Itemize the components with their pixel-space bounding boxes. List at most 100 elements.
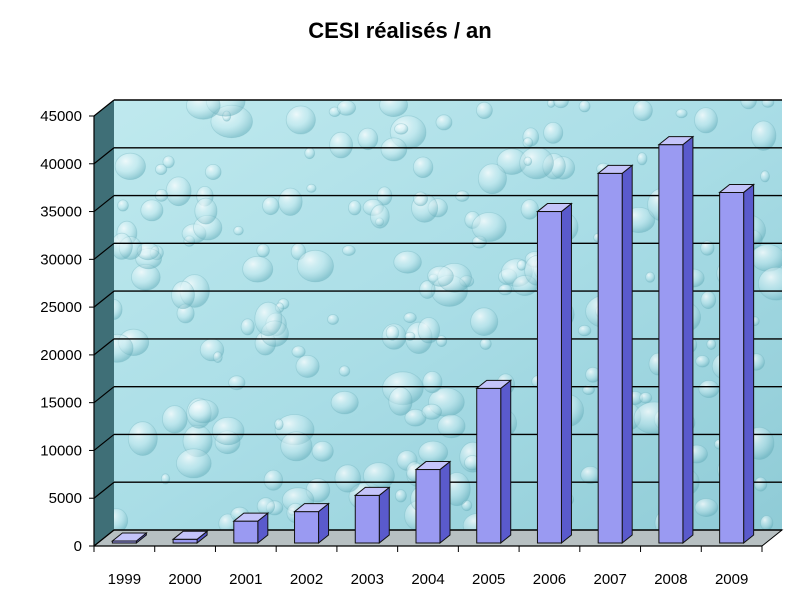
x-tick-label: 2009 [715, 571, 748, 588]
bar-2001 [232, 512, 270, 545]
water-drop [694, 498, 719, 518]
water-drop [162, 405, 188, 434]
water-drop [256, 497, 275, 516]
x-tick-label: 2001 [229, 571, 262, 588]
gridline-side [93, 338, 115, 356]
water-drop [760, 515, 774, 530]
water-drop [188, 399, 219, 424]
bar-front [172, 538, 198, 544]
water-drop [362, 462, 395, 490]
water-drop [194, 197, 218, 225]
bar-top [475, 379, 513, 389]
water-drop [394, 123, 409, 135]
bar-top [353, 486, 391, 496]
gridline-side [93, 147, 115, 165]
water-drop [413, 191, 429, 207]
water-drop [348, 200, 362, 216]
bar-side [378, 486, 390, 545]
water-drop [114, 508, 129, 530]
bar-side [682, 135, 694, 545]
gridline-side [93, 290, 115, 308]
water-drop [394, 489, 407, 503]
gridline-side [93, 529, 115, 547]
water-drop [740, 100, 757, 110]
water-drop [757, 266, 782, 301]
water-drop [417, 317, 441, 344]
water-drop [421, 403, 443, 420]
bar-1999 [110, 531, 148, 545]
water-drop [695, 355, 710, 368]
x-tick-label: 2003 [351, 571, 384, 588]
water-drop [700, 240, 715, 256]
gridline-side [93, 242, 115, 260]
bar-front [476, 387, 502, 544]
water-drop [418, 440, 449, 465]
water-drop [186, 100, 221, 120]
x-tick-label: 2006 [533, 571, 566, 588]
bar-series [110, 135, 756, 545]
water-drop [675, 108, 688, 119]
x-tick-label: 2007 [593, 571, 626, 588]
x-tick-label: 1999 [108, 571, 141, 588]
water-drop [645, 271, 656, 283]
y-tick-label: 20000 [40, 347, 82, 364]
water-drop [329, 131, 354, 159]
water-drop [327, 314, 339, 325]
water-drop [140, 199, 164, 222]
water-drop [761, 100, 775, 108]
bar-top [414, 461, 452, 471]
water-drop [479, 337, 492, 350]
water-drop [477, 163, 507, 195]
water-drop [127, 421, 158, 456]
x-tick-label: 2004 [411, 571, 444, 588]
bar-top [718, 183, 756, 193]
water-drop [393, 250, 422, 274]
water-drop [330, 390, 359, 415]
bar-side [560, 202, 572, 545]
water-drop [543, 121, 564, 144]
bar-2009 [718, 183, 756, 545]
y-tick-label: 0 [74, 538, 82, 555]
water-drop [155, 163, 168, 175]
bar-side [439, 460, 451, 545]
water-drop [336, 100, 356, 116]
water-drop [700, 290, 717, 310]
water-drop [291, 345, 306, 358]
water-drop [212, 351, 223, 364]
water-drop [403, 312, 417, 324]
water-drop [204, 163, 222, 180]
water-drop [578, 100, 591, 113]
water-drop [435, 114, 453, 131]
water-drop [256, 243, 270, 258]
water-drop [522, 137, 534, 149]
water-drop [114, 232, 133, 260]
water-drop [760, 170, 770, 183]
bar-front [294, 511, 320, 544]
water-drop [380, 137, 408, 162]
bar-2006 [536, 202, 573, 545]
y-axis-labels: 0 5000 10000 15000 20000 25000 30000 35000 40000… [40, 108, 82, 555]
water-drop [694, 107, 718, 134]
water-drop [278, 187, 303, 216]
gridline-side [93, 386, 115, 404]
water-drop [385, 325, 400, 341]
water-drop [263, 469, 284, 491]
water-drop [114, 152, 146, 180]
water-drop [228, 375, 246, 391]
bar-2003 [353, 486, 391, 545]
gridline-side [93, 433, 115, 451]
bar-front [536, 211, 562, 544]
water-drop [370, 204, 390, 229]
bar-front [354, 494, 380, 544]
bar-top [232, 512, 270, 522]
gridline-side [93, 195, 115, 213]
bar-side [621, 164, 633, 545]
water-drop [311, 440, 334, 462]
water-drop [577, 324, 592, 337]
x-tick-label: 2008 [654, 571, 687, 588]
water-drop [280, 431, 313, 462]
y-tick-label: 40000 [40, 156, 82, 173]
water-drop [242, 255, 274, 283]
x-tick-label: 2005 [472, 571, 505, 588]
water-drop [553, 100, 569, 109]
